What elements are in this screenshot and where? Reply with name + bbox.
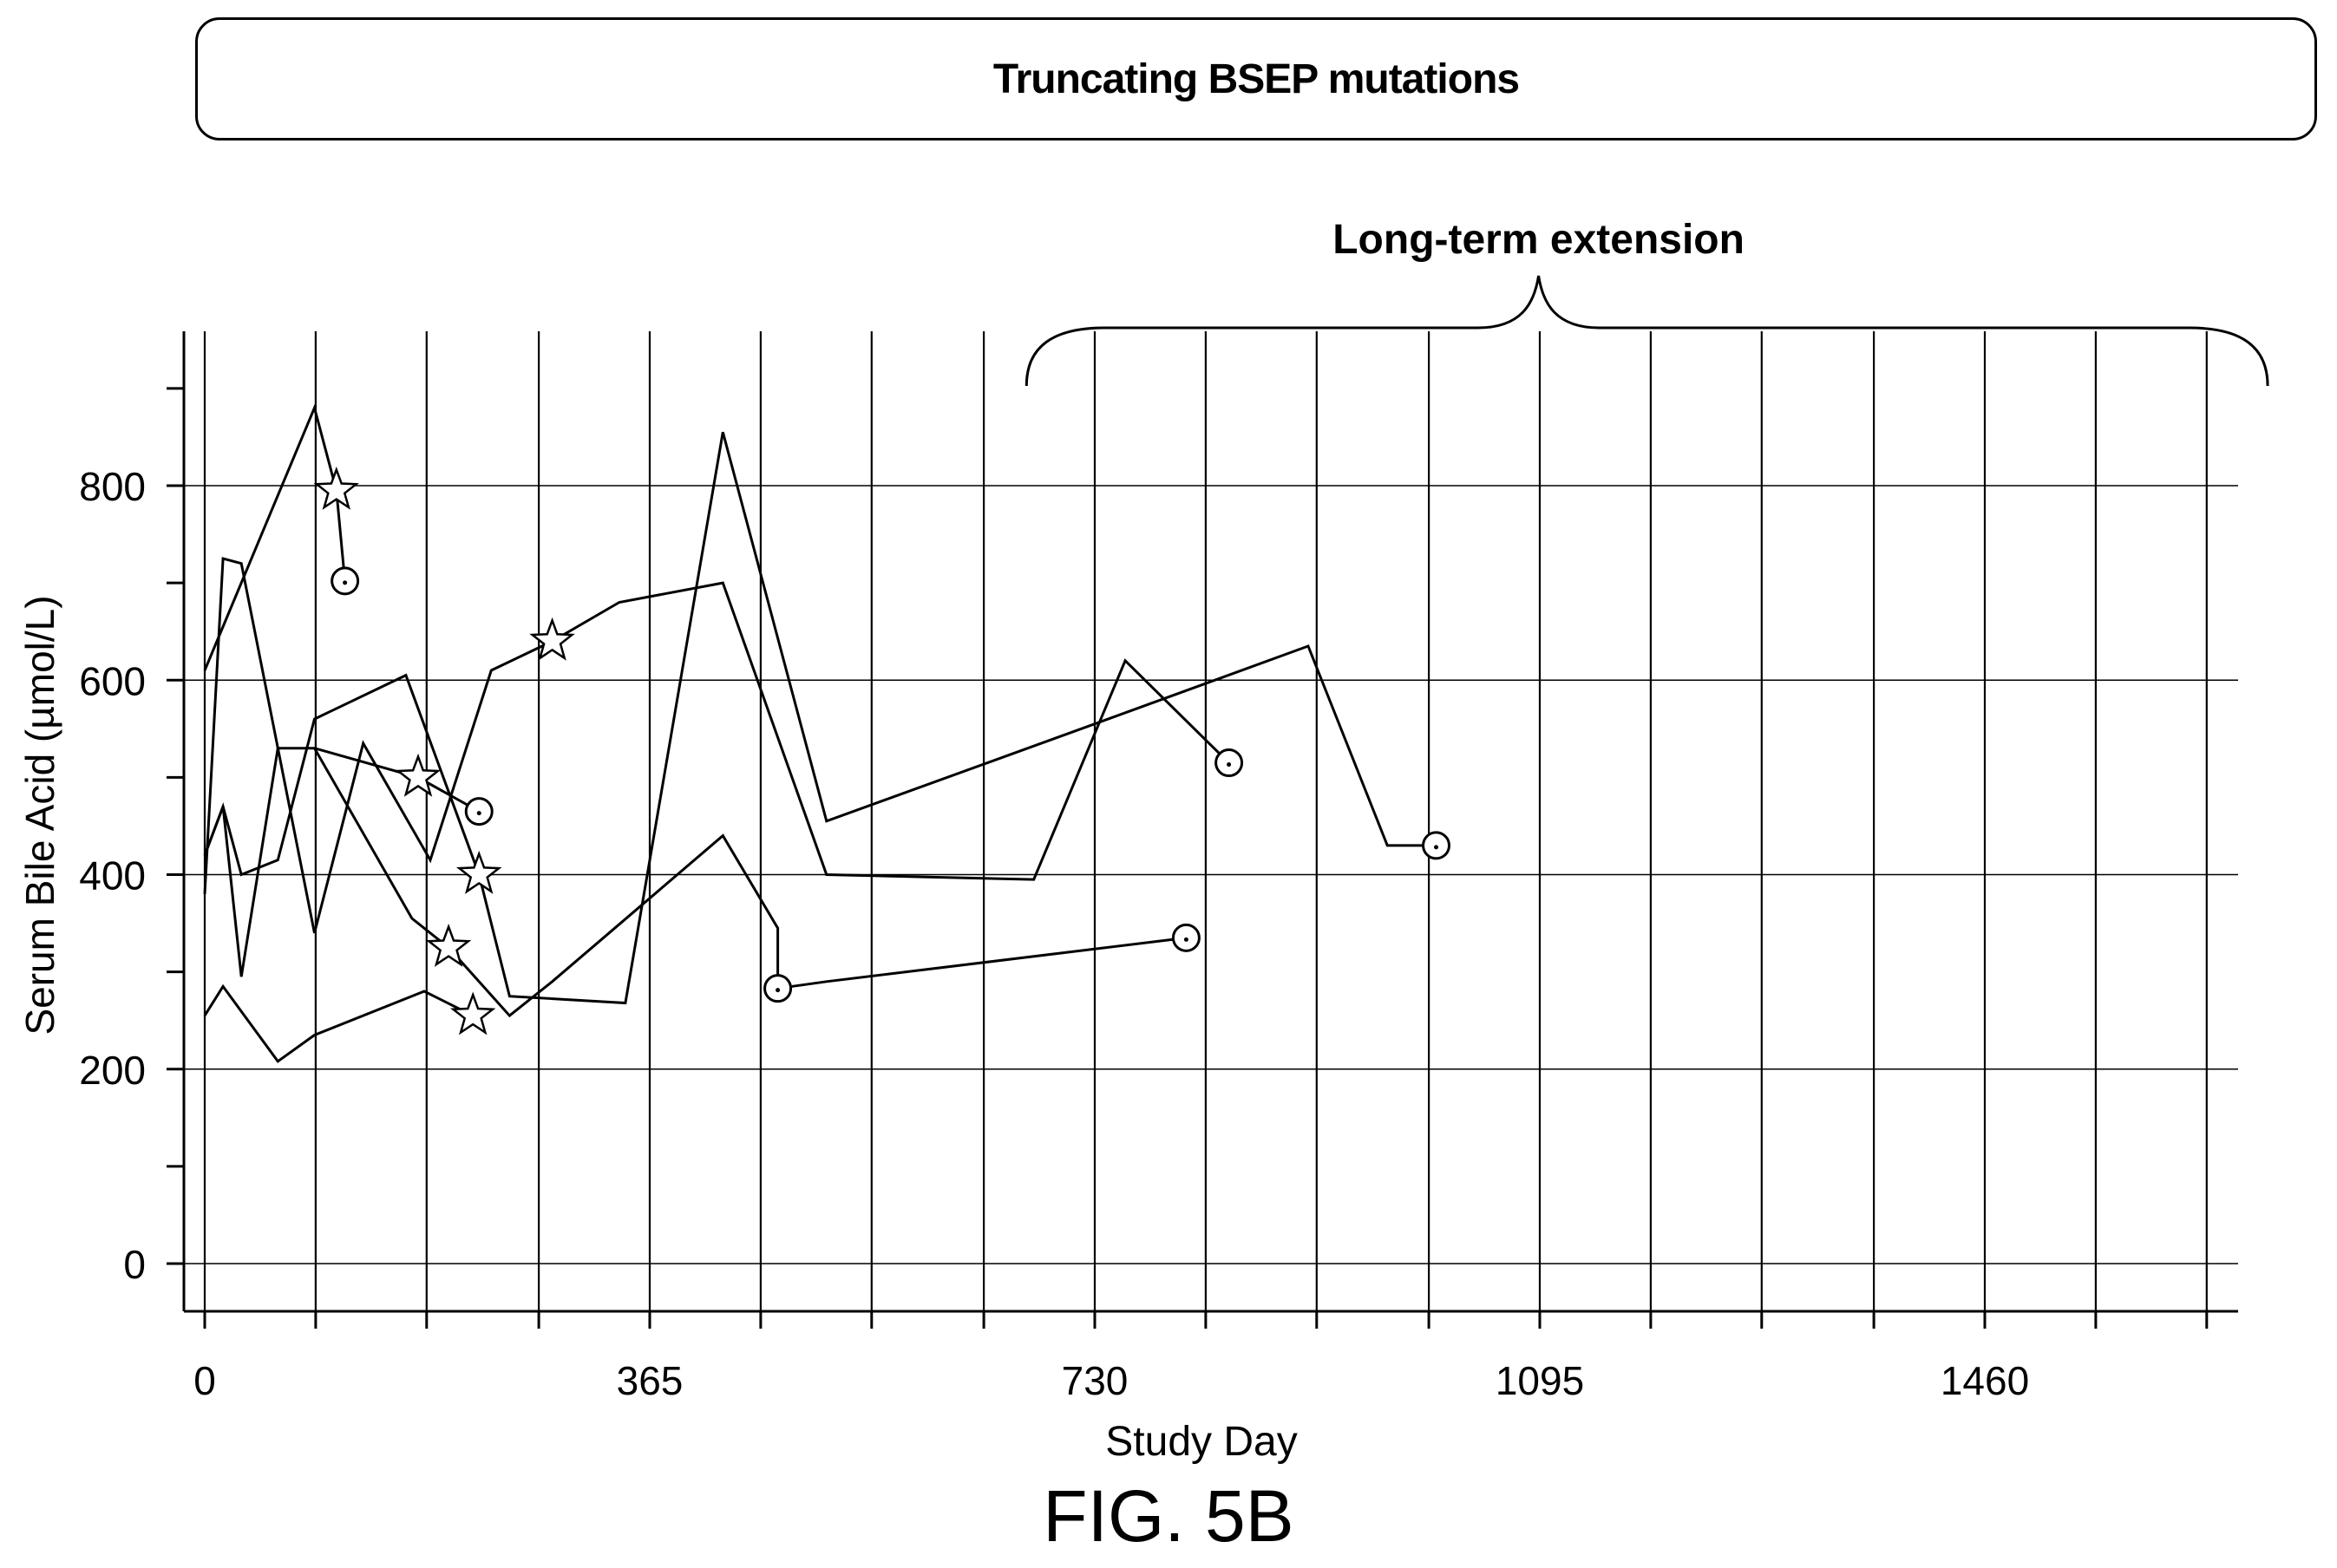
long-term-extension-label: Long-term extension bbox=[1332, 217, 1745, 263]
y-tick-label: 600 bbox=[79, 658, 146, 703]
chart-title-box: Truncating BSEP mutations bbox=[195, 17, 2317, 140]
y-tick-label: 400 bbox=[79, 853, 146, 898]
x-tick-label: 365 bbox=[617, 1358, 684, 1403]
y-ticks bbox=[167, 387, 184, 1265]
series-4 bbox=[203, 431, 1451, 1005]
circle-marker-dot bbox=[1227, 762, 1232, 768]
star-marker bbox=[395, 753, 442, 797]
star-marker bbox=[425, 924, 472, 967]
long-term-extension-brace bbox=[1024, 275, 2269, 387]
series-line bbox=[203, 431, 1437, 1005]
x-tick-label: 1460 bbox=[1941, 1358, 2029, 1403]
y-tick-label: 200 bbox=[79, 1048, 146, 1093]
series-5 bbox=[203, 983, 496, 1063]
series-line bbox=[203, 403, 347, 671]
x-tick-label: 730 bbox=[1062, 1358, 1129, 1403]
x-ticks bbox=[203, 1311, 2209, 1329]
star-marker bbox=[455, 850, 502, 894]
x-tick-label: 1095 bbox=[1496, 1358, 1584, 1403]
figure-caption: FIG. 5B bbox=[1043, 1475, 1294, 1557]
star-marker bbox=[529, 617, 575, 661]
x-tick-label: 0 bbox=[193, 1358, 216, 1403]
circle-marker-dot bbox=[776, 988, 781, 993]
chart-title: Truncating BSEP mutations bbox=[992, 56, 1520, 102]
series-1 bbox=[203, 557, 1244, 934]
series-6 bbox=[313, 747, 1201, 1018]
star-marker bbox=[449, 991, 496, 1036]
series-2 bbox=[203, 403, 360, 671]
star-marker bbox=[313, 467, 360, 510]
y-axis-label: Serum Bile Acid (µmol/L) bbox=[17, 595, 62, 1035]
circle-marker-dot bbox=[1183, 937, 1188, 942]
y-tick-label: 800 bbox=[79, 464, 146, 509]
series-line bbox=[203, 983, 474, 1063]
series-line bbox=[313, 747, 1187, 1018]
circle-marker-dot bbox=[476, 811, 481, 816]
circle-marker-dot bbox=[1434, 845, 1439, 850]
x-gridlines bbox=[203, 331, 2208, 1311]
series-line bbox=[203, 557, 1230, 934]
x-axis-label: Study Day bbox=[1105, 1419, 1297, 1465]
circle-marker-dot bbox=[343, 580, 348, 585]
y-tick-label: 0 bbox=[123, 1242, 146, 1287]
